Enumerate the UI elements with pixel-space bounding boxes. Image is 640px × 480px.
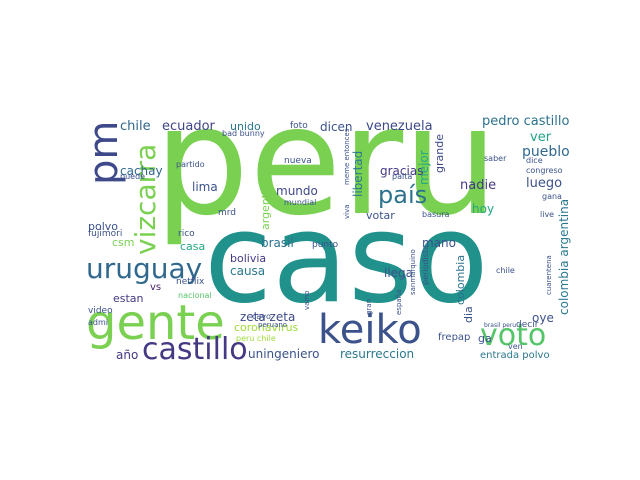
word-oye: oye [532,311,554,325]
word-congreso: congreso [526,166,563,175]
word-gracias: gracias [380,164,424,178]
word-decir: decir [516,320,539,330]
word-caso: caso [204,187,489,331]
word-ano: año [116,348,139,362]
word-libertad: libertad [351,150,365,197]
word-gente: gente [86,295,225,351]
word-mrd: mrd [218,208,237,218]
word-bad-bunny: bad bunny [222,129,265,138]
word-cayo: cayo [252,312,271,321]
word-casa: casa [180,240,206,253]
word-cuarentena: cuarentena [545,255,553,295]
word-nueva: nueva [284,156,312,166]
word-frepap: frepap [438,332,471,343]
word-ver: ver [530,130,552,145]
word-mano: mano [422,236,456,250]
word-venezuela: venezuela [366,119,433,134]
word-peru: peru [154,115,499,249]
word-pueblo: pueblo [522,144,570,160]
word-pm: pm [81,120,127,185]
word-fujimori: fujimori [88,229,123,239]
word-grande: grande [433,134,446,173]
word-castillo: castillo [142,332,248,365]
word-pais: país [378,181,428,209]
word-viva: viva [343,204,351,219]
word-periodista: periodista [421,245,430,285]
word-peru-chile: peru chile [236,334,276,343]
word-mundo: mundo [276,184,318,198]
word-meme-entonces: meme entonces [343,128,351,186]
word-live: live [540,210,555,219]
word-saber: saber [484,154,507,163]
word-colombia: colombia [454,254,467,305]
word-cachay: cachay [120,164,163,178]
word-basura: basura [422,210,450,219]
word-argentina: argentina [259,177,272,230]
word-mundial: mundial [284,198,317,207]
word-voto: voto [480,318,547,353]
word-resurreccion: resurreccion [340,347,415,361]
word-unido: unido [230,120,261,133]
word-lima: lima [192,180,218,194]
word-ga: ga [478,332,492,345]
word-mejor: mejor [417,150,431,185]
word-llega: llega [384,266,414,280]
word-polvo: polvo [88,220,119,233]
word-dice: dice [526,156,543,165]
word-zeta-zeta: zeta zeta [240,310,296,324]
word-bolivia: bolivia [230,252,267,265]
word-puede: puede [120,172,146,181]
word-foto: foto [290,121,308,131]
word-colombia-argentina: colombia argentina [557,198,571,315]
word-dia: dia [462,306,475,323]
word-chile-small: chile [496,266,515,275]
word-dicen: dicen [320,120,353,134]
word-coronavirus: coronavirus [234,321,299,334]
word-sanmarquino: sanmarquino [409,249,417,295]
word-brasil: brasil [261,236,294,250]
word-espana: españa [395,289,403,315]
word-video: video [88,306,113,316]
word-cloud: peru caso keiko gente uruguay castillo p… [80,115,580,365]
word-rico: rico [178,229,195,239]
word-ecuador: ecuador [162,119,215,134]
word-pedro-castillo: pedro castillo [482,115,570,129]
word-brasil-peru: brasil peru [484,322,517,329]
word-admi: admi [88,318,108,327]
word-nadie: nadie [460,178,497,193]
word-netflix: netflix [176,277,205,287]
word-vamo: vamo [303,290,311,310]
word-punto: punto [312,240,339,250]
word-causa: causa [230,264,266,278]
word-luego: luego [526,176,563,191]
word-gran: gran [365,298,373,315]
word-gana: gana [542,192,562,201]
word-partido: partido [176,160,205,169]
word-uningeniero: uningeniero [248,347,320,361]
word-votar: votar [366,209,395,222]
word-peruano: peruano [258,321,288,329]
word-entrada-polvo: entrada polvo [480,350,550,361]
word-nacional: nacional [178,291,212,300]
word-vizcarra: vizcarra [129,143,162,255]
word-csm: csm [112,236,135,249]
word-ven: ven [508,342,523,351]
word-chile: chile [120,119,151,134]
word-palta: palta [392,172,413,181]
word-estan: estan [113,292,144,305]
word-keiko: keiko [318,307,422,353]
word-hoy: hoy [472,202,495,216]
word-uruguay: uruguay [86,252,203,285]
word-vs: vs [150,282,162,293]
